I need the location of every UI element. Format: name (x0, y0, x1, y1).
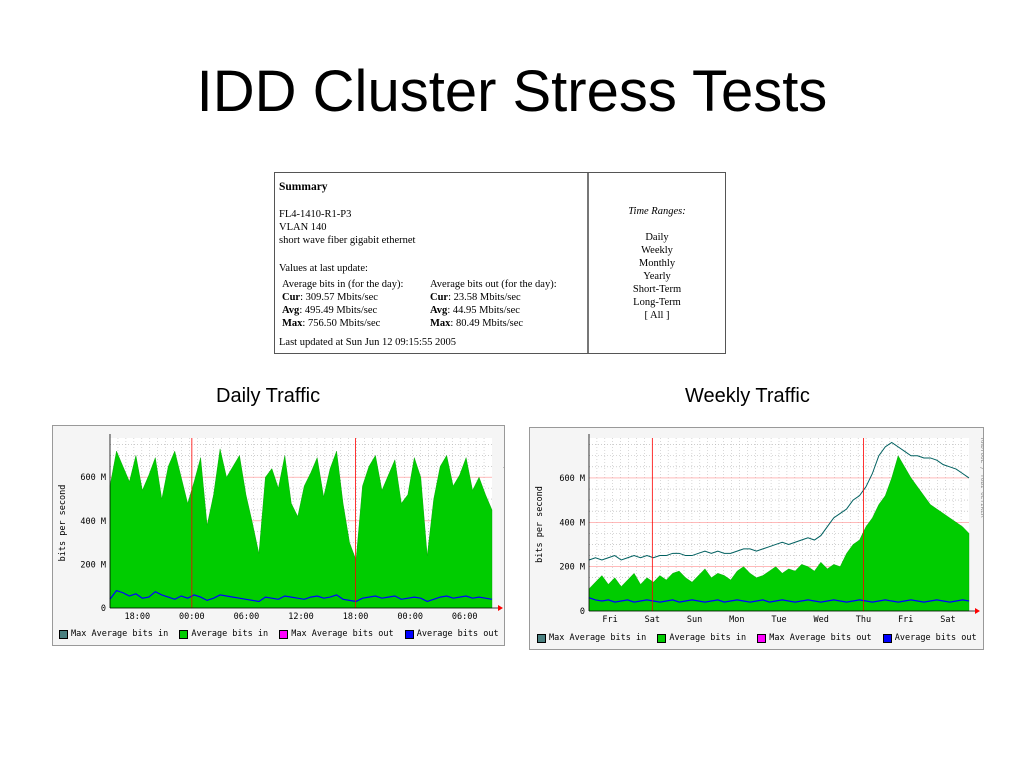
daily-graph: 0 200 M 400 M 600 M 18:00 00:00 06:00 12:00 18:0… (52, 425, 505, 646)
x-tick-label: Fri (602, 615, 617, 625)
x-tick-label: Mon (729, 615, 744, 625)
legend-swatch-avg-in (657, 633, 667, 643)
legend-label: Max Average bits out (769, 633, 872, 643)
time-range-all[interactable]: [ All ] (644, 310, 670, 321)
last-updated: Last updated at Sun Jun 12 09:15:55 2005 (279, 337, 457, 348)
y-tick-label: 200 M (559, 563, 585, 573)
values-label: Values at last update: (279, 263, 368, 274)
device-type: short wave fiber gigabit ethernet (279, 235, 416, 246)
time-range-yearly[interactable]: Yearly (643, 271, 671, 282)
x-tick-label: 18:00 (343, 612, 369, 622)
x-tick-label: Thu (856, 615, 871, 625)
bits-out-max: Max: 80.49 Mbits/sec (430, 318, 524, 329)
time-ranges-title: Time Ranges: (628, 206, 686, 217)
legend-swatch-max-out (279, 629, 289, 639)
rrdtool-watermark: RRDTOOL / TOBI OETIKER (502, 438, 504, 518)
slide-title: IDD Cluster Stress Tests (196, 59, 828, 124)
x-tick-label: 12:00 (288, 612, 314, 622)
legend-swatch-max-in (537, 633, 546, 643)
y-tick-label: 400 M (80, 517, 106, 527)
x-tick-label: 00:00 (179, 612, 205, 622)
x-tick-label: Sat (645, 615, 660, 625)
x-axis-arrow (975, 608, 980, 614)
bits-out-avg: Avg: 44.95 Mbits/sec (430, 305, 520, 316)
series-average-bits-in (588, 455, 970, 612)
y-axis-label: bits per second (535, 486, 545, 563)
legend-label: Average bits out (894, 633, 977, 643)
bits-in-max: Max: 756.50 Mbits/sec (282, 318, 381, 329)
bits-out-cur: Cur: 23.58 Mbits/sec (430, 292, 521, 303)
weekly-graph: 0 200 M 400 M 600 M Fri Sat Sun Mon Tue Wed Thu Fri… (529, 427, 984, 650)
weekly-caption: Weekly Traffic (685, 385, 810, 407)
y-tick-label: 400 M (559, 518, 585, 528)
legend-label: Average bits in (669, 633, 747, 643)
x-tick-label: 18:00 (124, 612, 150, 622)
legend-label: Average bits in (191, 629, 269, 639)
rrdtool-watermark: RRDTOOL / TOBI OETIKER (979, 438, 983, 518)
x-tick-label: Wed (814, 615, 829, 625)
time-ranges-list: Daily Weekly Monthly Yearly Short-Term L… (589, 231, 725, 322)
y-tick-label: 0 (101, 604, 106, 614)
device-name: FL4-1410-R1-P3 (279, 209, 352, 220)
time-range-short-term[interactable]: Short-Term (632, 284, 682, 295)
bits-in-column: Average bits in (for the day): Cur: 309.… (282, 278, 403, 330)
y-tick-label: 0 (580, 607, 585, 617)
legend-swatch-max-out (757, 633, 767, 643)
x-tick-label: 06:00 (452, 612, 478, 622)
x-tick-label: Sun (687, 615, 702, 625)
time-range-daily[interactable]: Daily (645, 232, 669, 243)
device-vlan: VLAN 140 (279, 222, 327, 233)
device-info: FL4-1410-R1-P3 VLAN 140 short wave fiber… (279, 208, 415, 247)
y-tick-label: 600 M (80, 473, 106, 483)
bits-in-avg: Avg: 495.49 Mbits/sec (282, 305, 378, 316)
x-tick-label: Sat (940, 615, 955, 625)
time-ranges-panel: Time Ranges: Daily Weekly Monthly Yearly… (589, 173, 725, 353)
legend-swatch-max-in (59, 629, 68, 639)
daily-caption: Daily Traffic (216, 385, 321, 407)
x-tick-label: 06:00 (234, 612, 260, 622)
legend-label: Max Average bits in (549, 633, 647, 643)
weekly-legend: Max Average bits in Average bits in Max … (537, 633, 977, 644)
bits-out-column: Average bits out (for the day): Cur: 23.… (430, 278, 557, 330)
x-tick-label: Fri (898, 615, 913, 625)
series-average-bits-in (109, 448, 493, 609)
y-tick-label: 200 M (80, 560, 106, 570)
x-axis-arrow (498, 605, 503, 611)
summary-left: Summary FL4-1410-R1-P3 VLAN 140 short wa… (275, 173, 589, 353)
bits-out-header: Average bits out (for the day): (430, 279, 557, 290)
bits-in-cur: Cur: 309.57 Mbits/sec (282, 292, 378, 303)
daily-traffic-chart: 0 200 M 400 M 600 M 18:00 00:00 06:00 12:00 18:0… (58, 434, 504, 622)
bits-in-header: Average bits in (for the day): (282, 279, 404, 290)
x-tick-label: 00:00 (397, 612, 423, 622)
summary-heading: Summary (279, 181, 328, 193)
legend-label: Max Average bits in (71, 629, 169, 639)
y-tick-label: 600 M (559, 474, 585, 484)
time-range-monthly[interactable]: Monthly (638, 258, 676, 269)
time-range-weekly[interactable]: Weekly (641, 245, 673, 256)
legend-swatch-avg-out (882, 633, 892, 643)
summary-panel: Summary FL4-1410-R1-P3 VLAN 140 short wa… (274, 172, 726, 354)
y-axis-label: bits per second (58, 485, 68, 562)
series-average-bits-out (109, 589, 493, 603)
legend-swatch-avg-in (179, 629, 189, 639)
x-tick-label: Tue (771, 615, 786, 625)
legend-label: Average bits out (416, 629, 499, 639)
time-range-long-term[interactable]: Long-Term (633, 297, 681, 308)
weekly-traffic-chart: 0 200 M 400 M 600 M Fri Sat Sun Mon Tue Wed Thu Fri… (535, 434, 983, 625)
daily-legend: Max Average bits in Average bits in Max … (59, 629, 499, 640)
legend-swatch-avg-out (404, 629, 414, 639)
legend-label: Max Average bits out (291, 629, 394, 639)
